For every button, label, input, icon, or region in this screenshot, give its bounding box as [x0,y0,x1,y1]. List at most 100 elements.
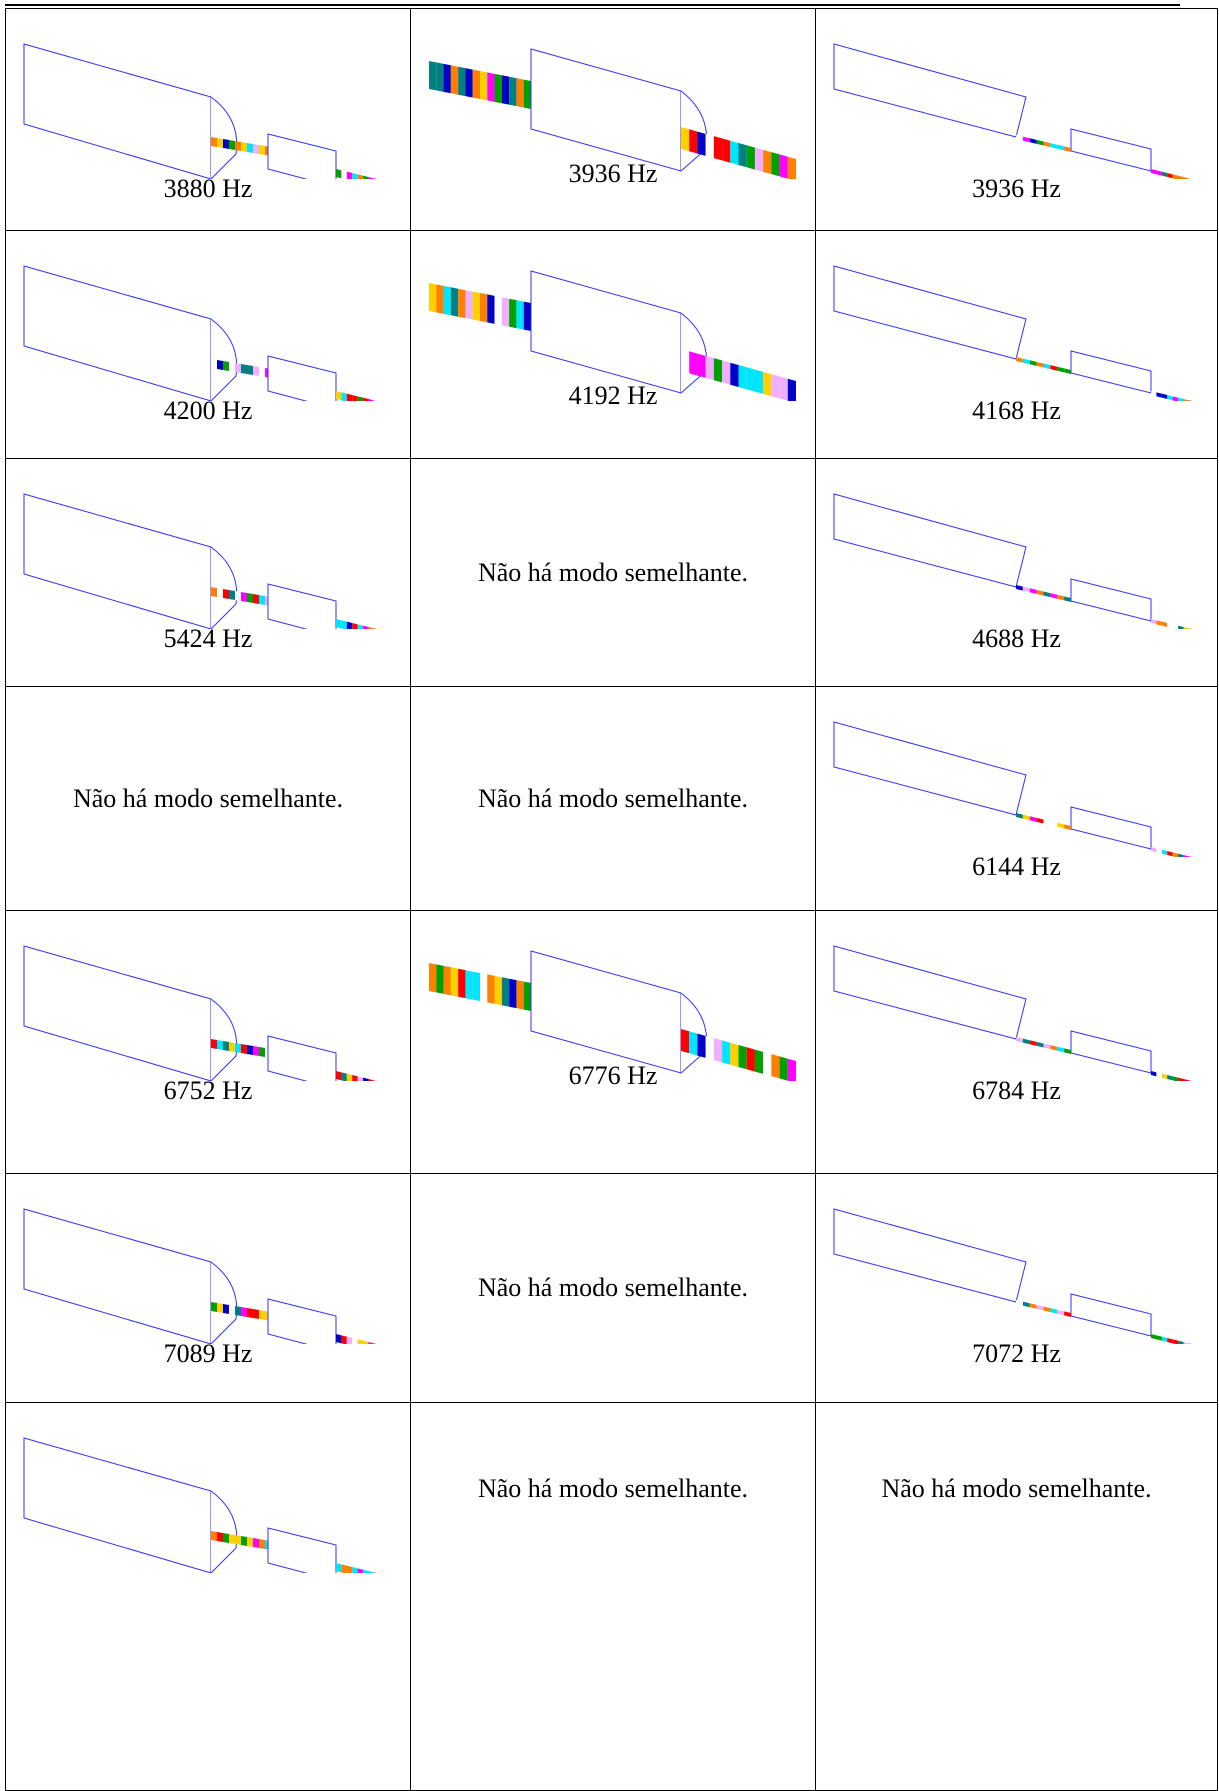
frequency-caption: 7089 Hz [6,1339,410,1369]
stripe [714,358,722,382]
stripe [706,356,714,380]
stripe [689,351,697,375]
stripe [444,64,451,93]
stripe [495,976,502,1005]
stripe [1050,143,1057,149]
table-cell: 3936 Hz [815,8,1218,231]
stripe [429,283,436,312]
mode-figure [816,231,1218,401]
mode-figure [6,1174,411,1344]
table-cell: 7072 Hz [815,1173,1218,1403]
stripe [259,145,265,155]
stripe [217,1303,223,1313]
block [1071,807,1151,849]
mode-figure [6,231,411,401]
block [24,494,211,629]
mode-figure [816,9,1218,179]
frequency-caption: 3936 Hz [411,159,815,189]
table-cell: 6784 Hz [815,910,1218,1174]
stripe [211,137,217,147]
stripe [336,1563,341,1572]
stripe [516,78,523,107]
stripe [217,138,223,148]
stripe [223,139,229,149]
table-cell: 4168 Hz [815,230,1218,459]
stripe [223,1041,229,1051]
stripe [681,349,689,373]
mode-figure [816,1174,1218,1344]
stripe [223,361,229,371]
stripe [241,1307,247,1317]
block [268,584,336,629]
stripe [524,80,531,109]
block [268,1036,336,1081]
stripe [1064,824,1071,830]
stripe [259,595,265,605]
stripe [1050,821,1057,827]
stripe [259,367,265,377]
stripe [436,62,443,91]
stripe [487,72,494,101]
table-cell: Não há modo semelhante. [410,1173,816,1403]
stripe [1037,1042,1044,1048]
mode-figure [816,687,1218,857]
no-mode-note: Não há modo semelhante. [816,1474,1217,1504]
stripe [524,302,531,331]
stripe [259,1047,265,1057]
block [268,356,336,401]
stripe [229,590,235,600]
block [834,494,1026,587]
stripe [1023,587,1030,593]
stripe [341,1564,346,1573]
stripe [1037,590,1044,596]
stripe [480,71,487,100]
stripe [352,1567,357,1573]
table-cell: Não há modo semelhante. [815,1402,1218,1791]
stripe [211,359,217,369]
stripe [681,127,689,151]
stripe [1023,1302,1030,1308]
stripe [247,143,253,153]
block [1071,579,1151,621]
frequency-caption: 4168 Hz [816,396,1217,426]
stripe [473,292,480,321]
stripe [1064,146,1071,152]
stripe [495,296,502,325]
block [834,1209,1026,1302]
mode-figure [6,1403,411,1573]
table-cell: Não há modo semelhante. [410,458,816,687]
stripe [253,594,259,604]
stripe [1023,137,1030,143]
mode-figure [6,459,411,629]
stripe [502,297,509,326]
stripe [1023,1039,1030,1045]
stripe [1064,596,1071,602]
stripe [217,1532,223,1542]
stripe [223,589,229,599]
stripe [1044,592,1051,598]
no-mode-note: Não há modo semelhante. [411,1273,815,1303]
frequency-caption: 4688 Hz [816,624,1217,654]
stripe [1050,1308,1057,1314]
table-cell: 6144 Hz [815,686,1218,911]
stripe [480,293,487,322]
stripe [229,1534,235,1544]
stripe [211,1302,217,1312]
stripe [502,75,509,104]
stripe [1037,1305,1044,1311]
stripe [487,974,494,1003]
stripe [458,289,465,318]
block [834,44,1026,137]
stripe [358,1568,363,1573]
table-cell: 4688 Hz [815,458,1218,687]
stripe [1016,135,1023,141]
stripe [451,287,458,316]
stripe [429,61,436,90]
stripe [444,966,451,995]
stripe [1044,1307,1051,1313]
block [1071,129,1151,171]
stripe [451,65,458,94]
mode-figure [6,9,411,179]
frequency-caption: 6752 Hz [6,1076,410,1106]
stripe [1057,1047,1064,1053]
